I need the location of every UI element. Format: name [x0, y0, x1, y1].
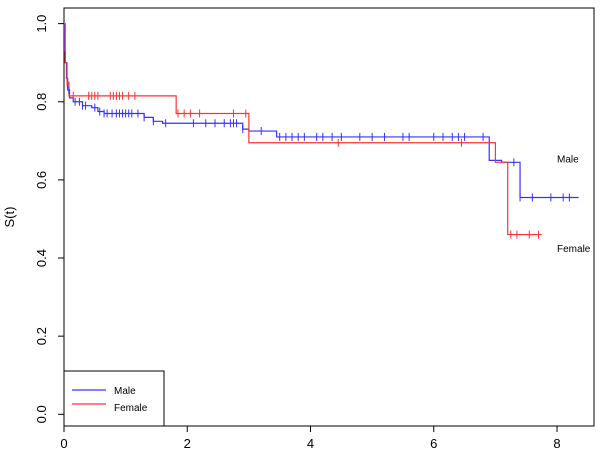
y-tick-label: 0.0	[34, 405, 49, 423]
x-tick-label: 2	[184, 436, 191, 451]
y-tick-label: 1.0	[34, 15, 49, 33]
legend-box	[63, 370, 165, 427]
y-tick-label: 0.4	[34, 249, 49, 267]
x-tick-label: 4	[307, 436, 314, 451]
x-tick-label: 6	[430, 436, 437, 451]
x-tick-label: 8	[553, 436, 560, 451]
annotation-male: Male	[557, 154, 579, 165]
legend-female-label: Female	[114, 403, 148, 414]
x-tick-label: 0	[60, 436, 67, 451]
censor-marks	[66, 78, 570, 239]
curve-female	[64, 23, 542, 236]
axes: 0 2 4 6 8 0.0 0.2 0.4 0.6 0.8 1.0 S(t)	[2, 15, 561, 451]
legend: Male Female	[63, 370, 165, 427]
y-tick-label: 0.8	[34, 93, 49, 111]
plot-frame	[63, 7, 595, 427]
survival-curves	[64, 23, 579, 236]
y-tick-label: 0.2	[34, 327, 49, 345]
y-tick-label: 0.6	[34, 171, 49, 189]
legend-male-label: Male	[114, 386, 136, 397]
curve-annotations: Male Female	[557, 154, 591, 255]
y-axis-title: S(t)	[2, 207, 17, 228]
curve-male	[64, 23, 579, 199]
annotation-female: Female	[557, 244, 591, 255]
